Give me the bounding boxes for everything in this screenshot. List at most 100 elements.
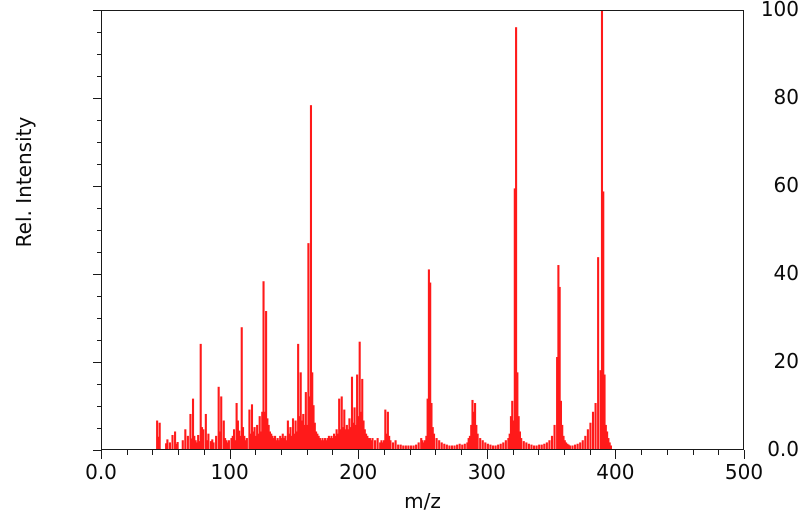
spectrum-peak xyxy=(265,311,268,449)
spectrum-peak xyxy=(391,442,395,449)
spectrum-peak xyxy=(284,435,287,449)
y-axis-tick-label: 60 xyxy=(773,173,799,197)
spectrum-peak xyxy=(249,433,252,449)
spectrum-peak xyxy=(579,442,582,449)
spectrum-peak xyxy=(250,404,254,449)
spectrum-peak xyxy=(509,416,513,449)
spectrum-peak xyxy=(370,440,373,449)
spectrum-peak xyxy=(404,445,407,449)
spectrum-peak xyxy=(263,411,266,449)
spectrum-peak xyxy=(479,438,482,449)
y-axis-minor-tick xyxy=(97,32,101,33)
spectrum-peak xyxy=(427,269,430,449)
spectrum-peak xyxy=(489,444,492,449)
spectrum-peak xyxy=(545,442,548,449)
spectrum-peak xyxy=(253,427,256,449)
spectrum-peak xyxy=(559,400,563,449)
spectrum-peak xyxy=(236,420,239,449)
spectrum-peak xyxy=(475,424,478,449)
spectrum-peak xyxy=(357,416,360,449)
spectrum-peak xyxy=(474,403,477,449)
x-axis-minor-tick xyxy=(306,450,308,455)
y-axis-minor-tick xyxy=(97,230,101,231)
spectrum-peak xyxy=(594,403,597,449)
spectrum-peak xyxy=(557,265,560,449)
spectrum-peak xyxy=(341,427,345,449)
spectrum-peak xyxy=(445,444,448,449)
spectrum-peak xyxy=(471,399,474,449)
spectrum-peak xyxy=(303,424,306,449)
spectrum-peak xyxy=(512,420,515,449)
spectrum-peak xyxy=(352,422,355,449)
y-axis-tick xyxy=(93,450,101,451)
spectrum-peak xyxy=(290,435,293,449)
spectrum-peak xyxy=(254,435,257,449)
spectrum-peak xyxy=(191,398,195,449)
spectrum-peak xyxy=(316,433,319,449)
spectrum-peak xyxy=(334,435,337,449)
y-axis-tick xyxy=(93,10,101,11)
spectrum-peak xyxy=(331,438,334,449)
spectrum-peak xyxy=(609,445,612,449)
spectrum-peak xyxy=(320,440,323,449)
spectrum-peak xyxy=(562,435,565,449)
spectrum-peak xyxy=(394,440,397,449)
x-axis-tick-label: 400 xyxy=(596,460,635,484)
spectrum-peak xyxy=(518,431,521,449)
spectrum-peak xyxy=(371,438,374,449)
spectrum-peak xyxy=(345,424,348,449)
spectrum-peak xyxy=(233,429,236,449)
spectrum-peak xyxy=(550,435,554,449)
spectrum-peak xyxy=(327,435,330,449)
spectrum-peak xyxy=(543,443,546,449)
spectrum-peak xyxy=(295,431,298,449)
spectrum-peak xyxy=(189,413,192,449)
spectrum-peak xyxy=(157,436,160,449)
spectrum-peak xyxy=(227,440,230,449)
x-axis-minor-tick xyxy=(255,450,257,455)
spectrum-peak xyxy=(325,440,328,449)
spectrum-peak xyxy=(608,442,611,449)
spectrum-peak xyxy=(476,433,479,449)
y-axis-minor-tick xyxy=(97,296,101,297)
spectrum-peak xyxy=(561,424,564,449)
spectrum-peak xyxy=(379,442,382,449)
spectrum-peak xyxy=(244,440,247,449)
spectrum-peak xyxy=(412,445,415,449)
spectrum-peak xyxy=(231,435,234,449)
spectrum-peak xyxy=(262,281,265,449)
spectrum-peak xyxy=(429,282,432,449)
spectrum-peak xyxy=(603,374,606,449)
spectrum-peak xyxy=(606,431,609,449)
y-axis-minor-tick xyxy=(97,252,101,253)
x-axis-minor-tick xyxy=(461,450,463,455)
spectrum-peak xyxy=(456,444,459,449)
spectrum-peak xyxy=(461,444,464,449)
spectrum-peak xyxy=(385,433,388,449)
x-axis-tick xyxy=(486,450,488,459)
spectrum-peak xyxy=(415,444,418,449)
spectrum-peak xyxy=(202,429,205,449)
spectrum-peak xyxy=(222,420,225,449)
spectrum-peak xyxy=(304,392,307,449)
spectrum-peak xyxy=(299,372,302,449)
spectrum-peak xyxy=(382,440,386,449)
spectrum-peak xyxy=(186,435,189,449)
x-axis-minor-tick xyxy=(126,450,128,455)
spectrum-peak xyxy=(584,435,587,449)
spectrum-peak xyxy=(226,442,229,449)
spectrum-peak xyxy=(302,413,305,449)
spectrum-peak xyxy=(261,411,264,449)
spectrum-peak xyxy=(248,409,251,449)
spectrum-peak xyxy=(275,440,278,449)
x-axis-minor-tick xyxy=(718,450,720,455)
spectrum-peak xyxy=(343,409,346,449)
y-axis-minor-tick xyxy=(97,164,101,165)
spectrum-peak xyxy=(257,433,260,449)
y-axis-tick-label: 80 xyxy=(773,85,799,109)
spectrum-peak xyxy=(336,433,339,449)
spectrum-peak xyxy=(199,343,202,449)
spectrum-peak xyxy=(374,440,377,449)
spectrum-peak xyxy=(174,431,177,449)
spectrum-peak xyxy=(270,433,273,449)
